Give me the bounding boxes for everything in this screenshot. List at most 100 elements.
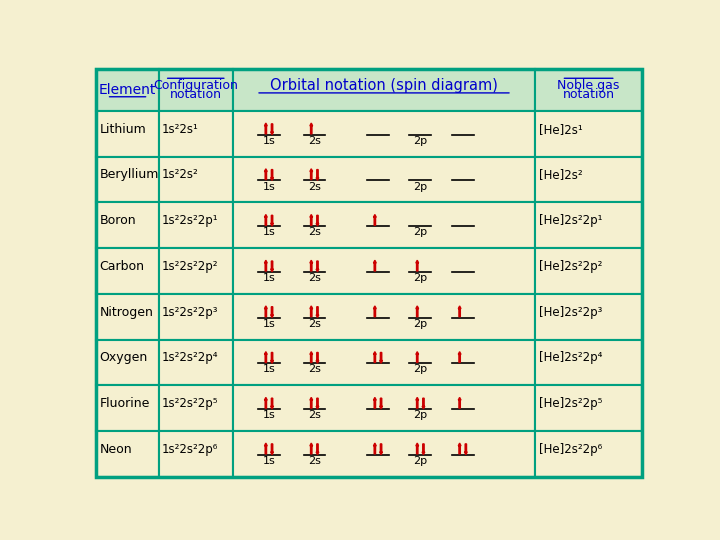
FancyArrow shape — [316, 261, 319, 272]
FancyArrow shape — [310, 214, 312, 225]
Text: [He]2s²2p⁵: [He]2s²2p⁵ — [539, 397, 602, 410]
Text: 1s: 1s — [263, 364, 275, 374]
Text: 1s: 1s — [263, 273, 275, 283]
Text: 1s²2s²2p⁴: 1s²2s²2p⁴ — [162, 352, 219, 365]
FancyArrow shape — [316, 307, 319, 318]
Bar — [536, 294, 642, 340]
FancyArrow shape — [458, 443, 461, 454]
FancyArrow shape — [416, 306, 418, 317]
Text: 2p: 2p — [413, 410, 428, 420]
Text: 2s: 2s — [308, 181, 321, 192]
Text: 2s: 2s — [308, 227, 321, 237]
Bar — [159, 294, 233, 340]
FancyArrow shape — [271, 170, 274, 180]
Text: 1s²2s²2p⁶: 1s²2s²2p⁶ — [162, 443, 218, 456]
Text: Orbital notation (spin diagram): Orbital notation (spin diagram) — [270, 78, 498, 93]
Text: Lithium: Lithium — [99, 123, 146, 136]
Text: Nitrogen: Nitrogen — [99, 306, 153, 319]
Text: 1s: 1s — [263, 456, 275, 466]
FancyArrow shape — [416, 397, 418, 408]
Text: 2s: 2s — [308, 456, 321, 466]
FancyArrow shape — [316, 170, 319, 180]
FancyArrow shape — [422, 444, 425, 455]
Bar — [96, 386, 159, 431]
Bar — [233, 111, 536, 157]
Text: 2s: 2s — [308, 410, 321, 420]
Bar — [233, 431, 536, 477]
Text: 1s²2s¹: 1s²2s¹ — [162, 123, 199, 136]
FancyArrow shape — [264, 260, 267, 271]
Bar — [536, 431, 642, 477]
Bar — [536, 386, 642, 431]
Text: Element: Element — [99, 83, 156, 97]
Bar — [96, 340, 159, 386]
Text: 1s: 1s — [263, 319, 275, 329]
Text: [He]2s²2p⁴: [He]2s²2p⁴ — [539, 352, 602, 365]
Bar — [159, 248, 233, 294]
FancyArrow shape — [374, 260, 377, 271]
Bar — [233, 157, 536, 202]
FancyArrow shape — [310, 123, 312, 134]
Text: 2p: 2p — [413, 364, 428, 374]
FancyArrow shape — [374, 443, 377, 454]
FancyArrow shape — [464, 444, 467, 455]
Bar — [159, 202, 233, 248]
Bar — [96, 431, 159, 477]
Text: Oxygen: Oxygen — [99, 352, 148, 365]
Text: 1s²2s²2p⁵: 1s²2s²2p⁵ — [162, 397, 219, 410]
Bar — [96, 157, 159, 202]
Bar — [159, 111, 233, 157]
FancyArrow shape — [422, 398, 425, 409]
Text: [He]2s²: [He]2s² — [539, 168, 582, 181]
Bar — [233, 294, 536, 340]
FancyArrow shape — [458, 397, 461, 408]
Text: 2p: 2p — [413, 136, 428, 146]
Text: [He]2s²2p¹: [He]2s²2p¹ — [539, 214, 602, 227]
Bar — [159, 431, 233, 477]
FancyArrow shape — [379, 398, 382, 409]
Text: Boron: Boron — [99, 214, 136, 227]
Bar — [536, 340, 642, 386]
Bar — [96, 202, 159, 248]
FancyArrow shape — [271, 215, 274, 226]
FancyArrow shape — [271, 398, 274, 409]
FancyArrow shape — [264, 123, 267, 134]
FancyArrow shape — [271, 307, 274, 318]
Text: Beryllium: Beryllium — [99, 168, 158, 181]
Bar — [159, 340, 233, 386]
Bar — [159, 157, 233, 202]
Text: 1s²2s²2p³: 1s²2s²2p³ — [162, 306, 219, 319]
FancyArrow shape — [416, 443, 418, 454]
FancyArrow shape — [374, 352, 377, 362]
FancyArrow shape — [264, 214, 267, 225]
FancyArrow shape — [458, 352, 461, 362]
FancyArrow shape — [310, 352, 312, 362]
Bar — [96, 69, 159, 111]
FancyArrow shape — [316, 444, 319, 455]
Bar — [159, 69, 233, 111]
Bar — [536, 248, 642, 294]
FancyArrow shape — [316, 353, 319, 363]
FancyArrow shape — [271, 444, 274, 455]
Bar — [233, 202, 536, 248]
FancyArrow shape — [271, 261, 274, 272]
FancyArrow shape — [379, 444, 382, 455]
Text: 1s²2s²2p¹: 1s²2s²2p¹ — [162, 214, 219, 227]
FancyArrow shape — [310, 306, 312, 317]
Text: [He]2s²2p⁶: [He]2s²2p⁶ — [539, 443, 602, 456]
Bar — [536, 69, 642, 111]
FancyArrow shape — [264, 397, 267, 408]
Bar — [96, 111, 159, 157]
Bar — [233, 248, 536, 294]
Text: Configuration: Configuration — [153, 79, 238, 92]
FancyArrow shape — [416, 260, 418, 271]
Text: 2s: 2s — [308, 319, 321, 329]
Bar — [536, 111, 642, 157]
Text: 2p: 2p — [413, 456, 428, 466]
FancyArrow shape — [310, 397, 312, 408]
Bar — [96, 248, 159, 294]
Text: 2p: 2p — [413, 319, 428, 329]
Text: 2s: 2s — [308, 364, 321, 374]
Text: [He]2s²2p²: [He]2s²2p² — [539, 260, 602, 273]
Text: Neon: Neon — [99, 443, 132, 456]
